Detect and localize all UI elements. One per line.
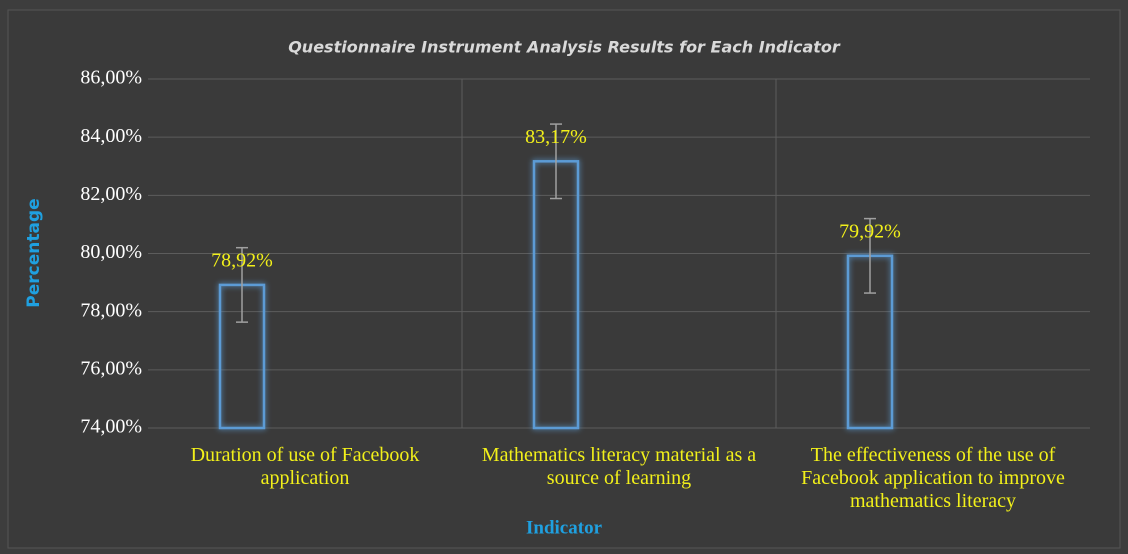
y-tick-label: 80,00% — [80, 241, 142, 263]
x-tick-label: The effectiveness of the use of Facebook… — [801, 444, 1065, 512]
y-tick-label: 76,00% — [80, 357, 142, 379]
chart-title: Questionnaire Instrument Analysis Result… — [288, 38, 841, 57]
data-label: 83,17% — [525, 126, 587, 148]
x-tick-label: Duration of use of Facebook application — [190, 444, 420, 489]
x-tick-label: Mathematics literacy material as a sourc… — [481, 444, 757, 489]
chart-area — [7, 9, 1121, 549]
error-bar — [236, 246, 248, 323]
y-tick-label: 78,00% — [80, 299, 142, 321]
error-bar — [550, 123, 562, 200]
x-axis-label: Indicator — [526, 517, 603, 538]
data-label: 78,92% — [211, 250, 273, 272]
error-bar — [864, 217, 876, 294]
y-tick-label: 82,00% — [80, 183, 142, 205]
y-tick-label: 86,00% — [80, 67, 142, 89]
data-label: 79,92% — [839, 220, 901, 242]
y-axis-label: Percentage — [24, 198, 44, 307]
y-tick-label: 84,00% — [80, 125, 142, 147]
y-tick-label: 74,00% — [80, 416, 142, 438]
